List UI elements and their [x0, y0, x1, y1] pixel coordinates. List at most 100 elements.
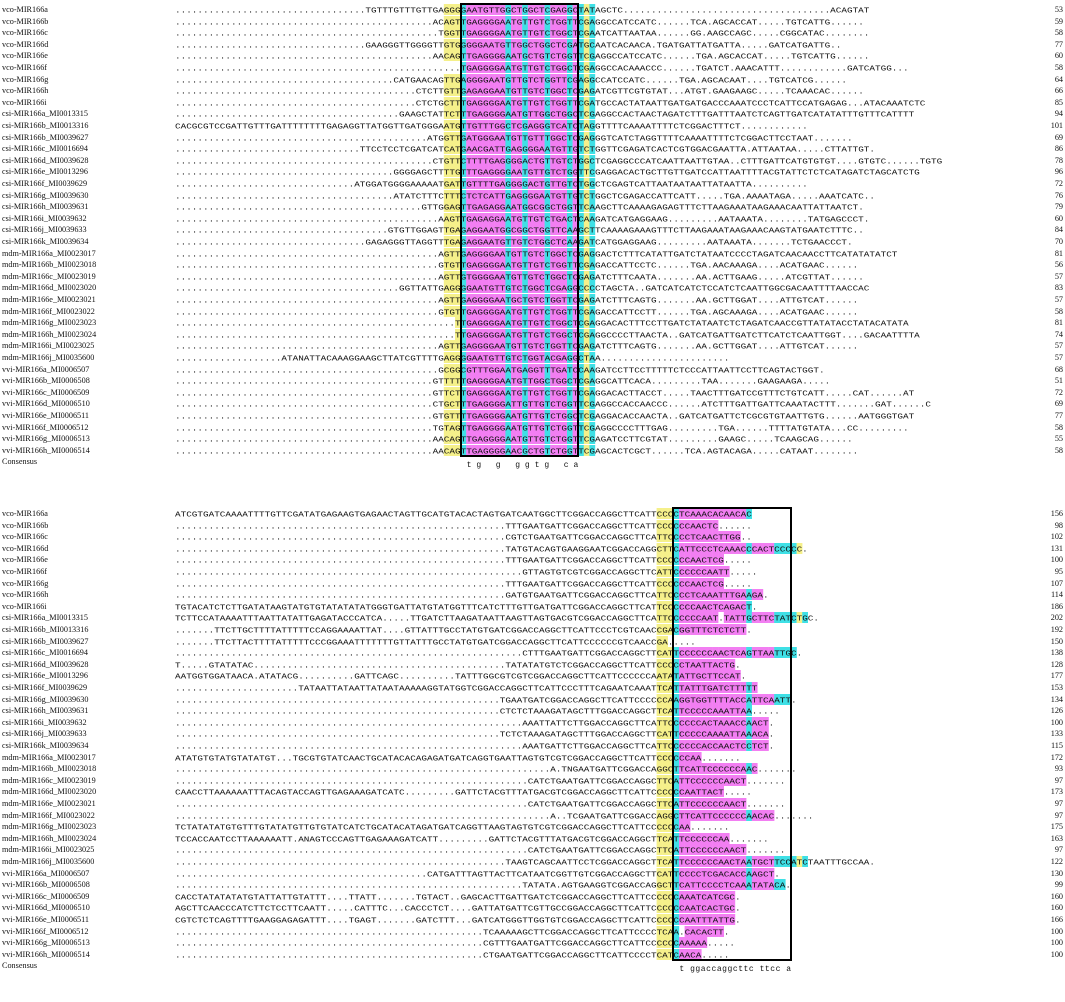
sequence-length: 74	[1054, 329, 1063, 339]
sequence-text: ......................TATAATTATAATTATAAT…	[175, 686, 758, 694]
sequence-row: mdm-MIR166f_MI0023022...................…	[0, 305, 1065, 317]
sequence-text: CACCTATATATATGTATTATTGTATTT....TTATT....…	[175, 894, 741, 902]
sequence-residues: ........................................…	[175, 131, 1035, 143]
sequence-residues: TCTTCCATAAAATTTAATTATATTGAGATACCCATCA...…	[175, 612, 1035, 624]
sequence-residues: CGTCTCTCAGTTTTGAAGGAGAGATTT....TGAGT....…	[175, 914, 1035, 925]
sequence-name: vvi-MIR166a_MI0006507	[2, 364, 90, 374]
sequence-length: 100	[1050, 555, 1063, 565]
sequence-row: mdm-MIR166a_MI0023017 ATATGTGTATGTATATGT.…	[0, 751, 1065, 763]
sequence-row: vco-MIR166b.............................…	[0, 15, 1065, 27]
sequence-name: vco-MIR166a	[2, 5, 48, 14]
sequence-length: 192	[1050, 625, 1063, 634]
sequence-length: 166	[1050, 915, 1063, 924]
sequence-length: 95	[1054, 567, 1063, 576]
sequence-length: 79	[1054, 202, 1063, 212]
sequence-residues: ..................................GAGAGG…	[175, 236, 1035, 247]
sequence-name: mdm-MIR166e_MI0023021	[2, 295, 96, 304]
sequence-length: 58	[1054, 422, 1063, 432]
sequence-name: vco-MIR166h	[2, 590, 49, 600]
sequence-text: ........................................…	[175, 929, 729, 937]
sequence-residues: ........................................…	[175, 693, 1035, 705]
sequence-length: 99	[1054, 880, 1063, 890]
sequence-text: ........................................…	[175, 390, 915, 398]
sequence-row: mdm-MIR166d_MI0023020 CAACCTTAAAAAATTTACA…	[0, 786, 1065, 798]
sequence-text: ........................................…	[175, 31, 869, 39]
sequence-length: 72	[1054, 179, 1063, 188]
sequence-residues: .......................................A…	[175, 189, 1035, 201]
sequence-length: 160	[1050, 903, 1063, 913]
sequence-residues: ........................................…	[175, 85, 1035, 97]
sequence-row: mdm-MIR166d_MI0023020...................…	[0, 282, 1065, 294]
sequence-length: 60	[1054, 213, 1063, 223]
sequence-length: 76	[1054, 190, 1063, 200]
sequence-residues: ........................................…	[175, 282, 1035, 294]
sequence-text: ........................................…	[175, 66, 909, 74]
sequence-text: ........................................…	[175, 112, 915, 120]
sequence-length: 56	[1054, 260, 1063, 270]
sequence-length: 57	[1054, 295, 1063, 304]
sequence-length: 70	[1054, 237, 1063, 246]
sequence-residues: .......................................G…	[175, 166, 1035, 178]
sequence-text: .......TTCTTGCTTTTATTTTTCCAGGAAAATTAT...…	[175, 628, 752, 636]
sequence-row: csi-MIR166d_MI0039628...................…	[0, 154, 1065, 166]
sequence-row: mdm-MIR166e_MI0023021...................…	[0, 294, 1065, 305]
sequence-row: vco-MIR166a ATCGTGATCAAAATTTTGTTCGATATGAG…	[0, 508, 1065, 519]
sequence-length: 57	[1054, 341, 1063, 351]
sequence-name: vvi-MIR166b_MI0006508	[2, 880, 90, 890]
sequence-residues: ........................................…	[175, 716, 1035, 728]
sequence-row: vvi-MIR166e_MI0006511 CGTCTCTCAGTTTTGAAGG…	[0, 914, 1065, 925]
sequence-name: csi-MIR166d_MI0039628	[2, 155, 89, 165]
sequence-text: ..................................GAAGGG…	[175, 42, 841, 50]
sequence-row: vco-MIR166f.............................…	[0, 62, 1065, 73]
sequence-name: mdm-MIR166j_MI0035600	[2, 857, 95, 866]
sequence-length: 97	[1054, 799, 1063, 808]
sequence-row: csi-MIR166k_MI0039634...................…	[0, 236, 1065, 247]
sequence-name: csi-MIR166i_MI0039632	[2, 213, 87, 223]
sequence-name: mdm-MIR166a_MI0023017	[2, 248, 96, 258]
sequence-name: mdm-MIR166e_MI0023021	[2, 799, 96, 808]
sequence-name: vco-MIR166f	[2, 567, 48, 576]
sequence-residues: T.....GTATATAC..........................…	[175, 658, 1035, 670]
sequence-name: vco-MIR166c	[2, 28, 48, 38]
sequence-name: csi-MIR166j_MI0039633	[2, 729, 87, 739]
sequence-text: ........................................…	[175, 216, 869, 224]
sequence-name: vvi-MIR166e_MI0006511	[2, 411, 90, 420]
sequence-residues: ........................................…	[175, 844, 1035, 856]
sequence-text: ATCGTGATCAAAATTTTGTTCGATATGAGAAGTGAGAACT…	[175, 512, 752, 520]
sequence-name: vco-MIR166g	[2, 74, 49, 84]
sequence-residues: ........................................…	[175, 27, 1035, 39]
sequence-length: 202	[1050, 613, 1063, 623]
sequence-residues: ........................................…	[175, 798, 1035, 809]
sequence-name: csi-MIR166c_MI0016694	[2, 144, 88, 154]
sequence-row: csi-MIR166i_MI0039632...................…	[0, 716, 1065, 728]
sequence-name: mdm-MIR166d_MI0023020	[2, 283, 97, 293]
sequence-row: vco-MIR166h.............................…	[0, 85, 1065, 97]
sequence-row: vco-MIR166a.............................…	[0, 4, 1065, 15]
sequence-length: 72	[1054, 387, 1063, 397]
sequence-length: 69	[1054, 132, 1063, 142]
sequence-residues: ................................ATGGATGG…	[175, 178, 1035, 189]
sequence-row: vvi-MIR166g_MI0006513...................…	[0, 433, 1065, 445]
sequence-row: vvi-MIR166e_MI0006511...................…	[0, 410, 1065, 421]
sequence-text: TCTATATATGTGTTTGTATATGTTGTGTATCATCTGCATA…	[175, 825, 729, 833]
sequence-row: vco-MIR166d.............................…	[0, 38, 1065, 50]
sequence-text: ................................ATGGATGG…	[175, 182, 808, 190]
sequence-row: csi-MIR166h_MI0039631...................…	[0, 201, 1065, 213]
sequence-row: mdm-MIR166c_MI0023019...................…	[0, 774, 1065, 786]
sequence-row: csi-MIR166c_MI0016694...................…	[0, 647, 1065, 659]
sequence-row: vvi-MIR166b_MI0006508...................…	[0, 375, 1065, 387]
sequence-name: vvi-MIR166e_MI0006511	[2, 915, 90, 924]
sequence-text: ........................................…	[175, 54, 869, 62]
sequence-text: ........................................…	[175, 309, 858, 317]
sequence-residues: .......TTCTTACTTTTATTTTTCCCGGAAATTTTTTTG…	[175, 635, 1035, 647]
sequence-residues: ........................................…	[175, 212, 1035, 224]
sequence-residues: ........................................…	[175, 519, 1035, 531]
sequence-text: ........................................…	[175, 263, 858, 271]
sequence-row: vvi-MIR166a_MI0006507...................…	[0, 867, 1065, 879]
sequence-residues: ......................TATAATTATAATTATAAT…	[175, 682, 1035, 693]
sequence-residues: .......TTCTTGCTTTTATTTTTCCAGGAAAATTAT...…	[175, 624, 1035, 635]
sequence-length: 133	[1050, 729, 1063, 739]
sequence-row: vvi-MIR166a_MI0006507...................…	[0, 363, 1065, 375]
sequence-residues: ........................................…	[175, 948, 1035, 960]
sequence-text: ........................................…	[175, 100, 926, 108]
